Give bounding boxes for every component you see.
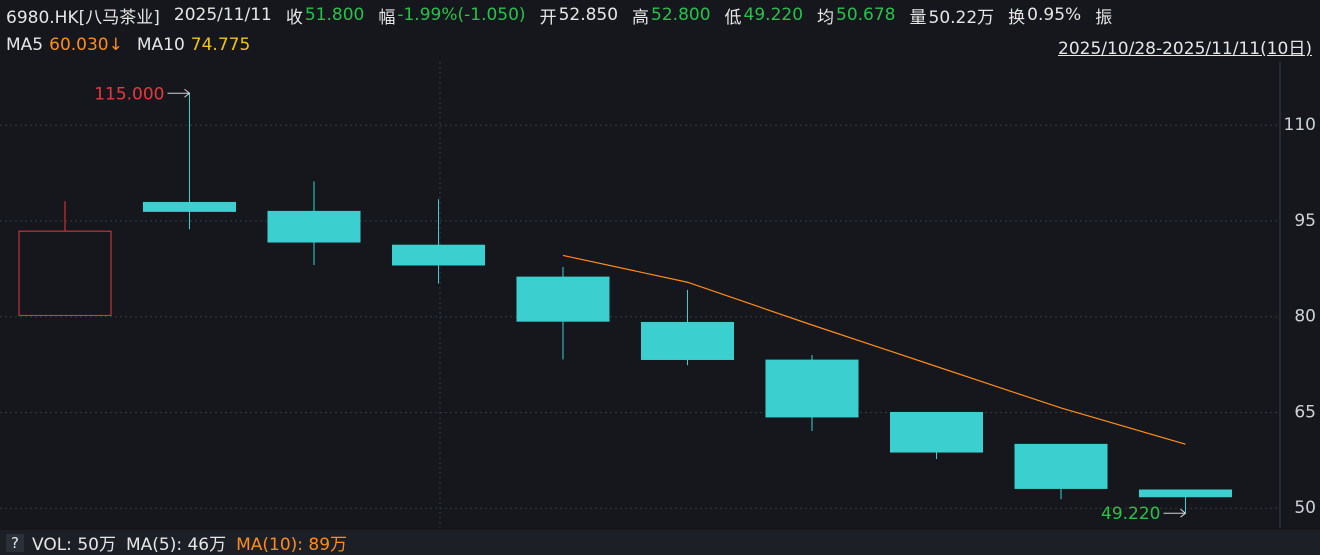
quote-label: 开 xyxy=(539,7,557,28)
ma-value: 74.775 xyxy=(190,35,251,55)
date-range[interactable]: 2025/10/28-2025/11/11(10日) xyxy=(1058,39,1312,59)
chart: 50 65 80 95 110 115.000 49.220 xyxy=(0,62,1316,528)
volume-text: VOL: 50万 xyxy=(32,535,116,555)
quote-value: 52.850 xyxy=(558,5,619,25)
ma-legend: MA5 60.030↓ MA10 74.775 xyxy=(0,30,1320,60)
y-tick-label: 80 xyxy=(1294,307,1316,327)
annotation-arrow xyxy=(167,88,191,98)
volume-bar: ? VOL: 50万 MA(5): 46万 MA(10): 89万 xyxy=(0,530,1320,555)
candle-body xyxy=(1139,489,1232,498)
ma-name: MA5 xyxy=(6,35,44,55)
quote-value: 50.678 xyxy=(836,5,896,25)
quote-value: 52.800 xyxy=(651,5,711,25)
ma-value: 60.030↓ xyxy=(49,35,123,55)
quote-value: 0.95% xyxy=(1027,5,1082,25)
candle-body xyxy=(18,230,112,316)
quote-header: 6980.HK[八马茶业] 2025/11/11 收 51.800 幅 -1.99%(… xyxy=(0,0,1320,30)
volume-text: MA(10): 89万 xyxy=(236,535,348,555)
candle-body xyxy=(516,276,610,322)
ticker: 6980.HK[八马茶业] xyxy=(6,7,160,28)
candle-body xyxy=(392,244,485,266)
annotation-label: 49.220 xyxy=(1101,504,1160,524)
quote-label: 幅 xyxy=(378,7,396,28)
ma-name: MA10 xyxy=(136,35,185,55)
candle-body xyxy=(1014,443,1108,489)
quote-value: 51.800 xyxy=(304,5,365,25)
date: 2025/11/11 xyxy=(173,5,272,25)
annotation-arrow xyxy=(1163,508,1187,518)
quote-label: 量 xyxy=(909,7,927,28)
quote-label: 均 xyxy=(817,7,835,28)
annotation-label: 115.000 xyxy=(94,84,164,104)
y-tick-label: 65 xyxy=(1294,402,1316,422)
y-tick-label: 95 xyxy=(1294,211,1316,231)
candle-body xyxy=(641,321,734,360)
candle-body xyxy=(765,359,859,418)
volume-text: MA(5): 46万 xyxy=(125,535,227,555)
candle-body xyxy=(890,411,983,453)
candle-body xyxy=(267,210,361,243)
quote-label: 高 xyxy=(632,7,650,28)
y-tick-label: 50 xyxy=(1294,498,1316,518)
ma-line xyxy=(562,254,1186,445)
candle-body xyxy=(143,201,236,212)
quote-value: 50.22万 xyxy=(928,7,995,28)
quote-label: 低 xyxy=(724,7,742,28)
help-icon[interactable]: ? xyxy=(6,533,24,552)
quote-value: -1.99%(-1.050) xyxy=(397,5,526,25)
quote-label: 收 xyxy=(285,7,303,28)
quote-label: 振 xyxy=(1095,7,1113,28)
y-tick-label: 110 xyxy=(1284,115,1316,135)
quote-label: 换 xyxy=(1008,7,1026,28)
quote-value: 49.220 xyxy=(743,5,804,25)
